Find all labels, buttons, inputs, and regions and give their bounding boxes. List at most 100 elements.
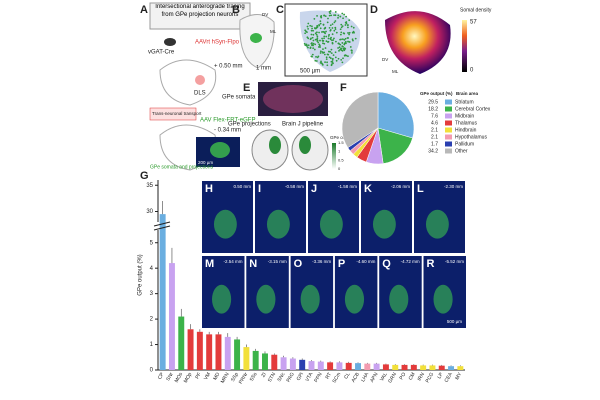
bar: [410, 364, 417, 370]
soma: [353, 31, 355, 34]
soma: [314, 59, 317, 62]
section-coord: -0.58 mm: [285, 184, 304, 189]
soma: [324, 26, 327, 29]
soma: [316, 38, 318, 41]
brain-outline: [159, 59, 217, 106]
bar: [206, 334, 213, 370]
y-tick-label: 35: [146, 183, 153, 189]
soma: [342, 17, 344, 20]
section-label: I: [258, 183, 261, 195]
legend-label: Hindbrain: [455, 127, 477, 133]
soma: [330, 14, 333, 17]
bar: [420, 365, 427, 370]
bar: [178, 316, 185, 370]
soma: [318, 23, 320, 26]
soma: [326, 64, 329, 67]
axis-label: ML: [392, 69, 399, 74]
atlas-output: [299, 136, 311, 154]
soma: [347, 55, 349, 58]
bar: [355, 363, 361, 370]
section-coord: -2.06 mm: [391, 184, 410, 189]
soma: [324, 61, 326, 64]
x-tick-label: LP: [436, 371, 445, 380]
legend-swatch: [445, 134, 452, 140]
bar: [159, 214, 166, 370]
y-axis-title: GPe output (%): [138, 254, 144, 295]
y-tick-label: 0: [150, 368, 154, 374]
soma: [306, 36, 309, 39]
x-tick-label: PPN: [313, 371, 324, 383]
bar: [448, 366, 455, 370]
x-tick-label: SCm: [332, 372, 343, 385]
soma: [315, 55, 317, 58]
soma: [313, 17, 316, 20]
legend-value: 4.6: [431, 120, 438, 126]
legend-swatch: [445, 148, 452, 154]
bar: [196, 331, 203, 370]
colorbar-tick: 0.5: [338, 157, 344, 162]
bar: [345, 362, 352, 370]
transport-box: [149, 107, 197, 121]
axis-label: DV: [382, 57, 388, 62]
bar: [299, 359, 306, 370]
soma: [348, 31, 351, 34]
soma: [319, 39, 321, 42]
bar: [392, 364, 399, 370]
soma: [306, 25, 309, 28]
atlas-brain: [291, 129, 329, 171]
bar: [234, 339, 241, 370]
soma: [334, 28, 337, 30]
colorbar-ticks: 0 0.5 1 1.5: [338, 140, 344, 171]
soma: [310, 33, 313, 36]
soma: [340, 23, 343, 26]
soma: [352, 26, 355, 29]
soma: [340, 31, 343, 34]
soma: [327, 41, 329, 43]
soma: [318, 31, 320, 34]
transport-label: Trans-neuronal transport: [152, 111, 202, 116]
soma: [335, 59, 338, 62]
soma: [339, 48, 342, 51]
x-tick-label: ZI: [260, 372, 267, 379]
section-signal: [300, 284, 320, 314]
soma: [327, 37, 330, 40]
panel-label: C: [276, 4, 284, 16]
panel-label: F: [340, 82, 347, 94]
soma: [319, 46, 321, 48]
section-coord: -3.36 mm: [312, 259, 331, 264]
section-signal: [425, 209, 449, 239]
bar: [224, 336, 231, 370]
bar: [429, 365, 436, 370]
x-tick-label: PF: [194, 372, 202, 381]
soma: [330, 48, 333, 51]
soma: [309, 24, 312, 27]
pie-slice: [377, 91, 415, 139]
soma: [318, 43, 321, 46]
legend-value: 1.7: [431, 141, 438, 147]
soma: [327, 17, 329, 20]
soma: [311, 55, 313, 58]
section-coord: -3.15 mm: [268, 259, 287, 264]
section-label: L: [417, 183, 424, 195]
bar: [252, 350, 259, 370]
bar: [262, 353, 268, 370]
soma: [316, 31, 318, 34]
section-coord: -2.30 mm: [444, 184, 463, 189]
soma: [319, 52, 322, 54]
mouse-icon: [164, 38, 176, 46]
soma: [341, 38, 344, 41]
soma: [339, 28, 342, 31]
axis-label: ML: [270, 29, 277, 34]
soma: [325, 58, 328, 61]
soma: [329, 24, 332, 27]
soma: [337, 57, 340, 60]
soma: [330, 64, 333, 67]
legend-swatch: [445, 99, 452, 105]
soma: [328, 56, 331, 59]
soma: [321, 51, 324, 53]
section-signal: [433, 284, 453, 314]
scale-label: 500 µm: [447, 319, 462, 324]
soma: [338, 49, 340, 52]
soma: [311, 36, 314, 39]
section-label: P: [338, 258, 345, 270]
